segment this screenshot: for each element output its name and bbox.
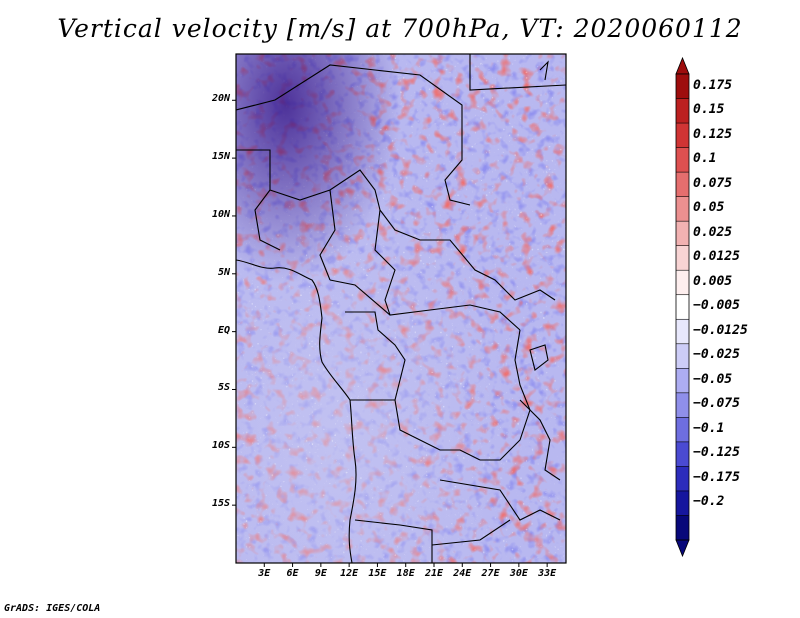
colorbar-segment [676, 343, 689, 369]
lat-label: 15N [211, 151, 230, 163]
colorbar-outline [675, 73, 690, 541]
map-frame [235, 53, 567, 564]
colorbar-label: −0.125 [693, 445, 740, 461]
colorbar-segment [676, 515, 689, 541]
colorbar-segment [676, 466, 689, 492]
lon-label: 15E [368, 568, 387, 579]
colorbar-segment [676, 74, 689, 99]
figure-title: Vertical velocity [m/s] at 700hPa, VT: 2… [57, 14, 743, 43]
colorbar-label: 0.1 [693, 151, 717, 167]
colorbar-segment [676, 172, 689, 197]
colorbar-label: 0.05 [693, 200, 725, 216]
colorbar-segment [676, 294, 689, 320]
colorbar-label: 0.005 [693, 273, 733, 289]
colorbar-segment [676, 368, 689, 394]
lon-label: 12E [340, 568, 359, 579]
velocity-field [236, 54, 566, 563]
colorbar-label: 0.075 [693, 175, 733, 191]
lat-label: 10N [211, 208, 230, 220]
colorbar-label: 0.0125 [693, 249, 740, 265]
lon-label: 18E [396, 568, 415, 579]
axis-ticks [232, 99, 548, 567]
colorbar-segment [676, 221, 689, 246]
colorbar-label: −0.075 [693, 396, 740, 412]
lon-label: 33E [538, 568, 557, 579]
colorbar-segment [676, 245, 689, 271]
colorbar-top-arrow [675, 56, 690, 75]
colorbar-segment [676, 490, 689, 516]
colorbar-bottom-arrow [675, 539, 690, 558]
colorbar-label: −0.2 [693, 494, 725, 510]
colorbar-label: −0.1 [693, 420, 725, 436]
colorbar-label: −0.0125 [693, 322, 748, 338]
lon-label: 21E [424, 568, 444, 579]
lat-label: 10S [211, 440, 230, 452]
colorbar-label: 0.025 [693, 224, 733, 240]
lon-label: 30E [509, 568, 528, 579]
colorbar-segment [676, 196, 689, 222]
lat-label: 5S [217, 382, 230, 394]
lon-label: 9E [314, 568, 327, 579]
colorbar-label: −0.025 [693, 347, 740, 363]
colorbar-label: 0.15 [693, 102, 725, 118]
lat-label: 5N [217, 266, 230, 278]
grads-credit: GrADS: IGES/COLA [4, 603, 101, 614]
lon-label: 27E [481, 568, 500, 579]
lon-label: 24E [453, 568, 472, 579]
colorbar-segment [676, 98, 689, 124]
colorbar-segment [676, 270, 689, 296]
colorbar-label: −0.05 [693, 371, 733, 387]
colorbar-segment [676, 417, 689, 443]
colorbar [675, 56, 690, 558]
lat-label: 15S [211, 498, 230, 510]
country-borders [236, 54, 566, 563]
colorbar-label: −0.175 [693, 469, 740, 485]
colorbar-segment [676, 319, 689, 345]
colorbar-label: 0.125 [693, 126, 733, 142]
colorbar-segment [676, 147, 689, 173]
lat-label: 20N [211, 93, 230, 105]
lat-label: EQ [217, 324, 230, 336]
colorbar-segment [676, 441, 689, 467]
colorbar-label: −0.005 [693, 298, 740, 314]
colorbar-segment [676, 392, 689, 418]
lon-label: 6E [286, 568, 299, 579]
colorbar-segment [676, 123, 689, 148]
colorbar-label: 0.175 [693, 77, 733, 93]
lon-label: 3E [258, 568, 271, 579]
